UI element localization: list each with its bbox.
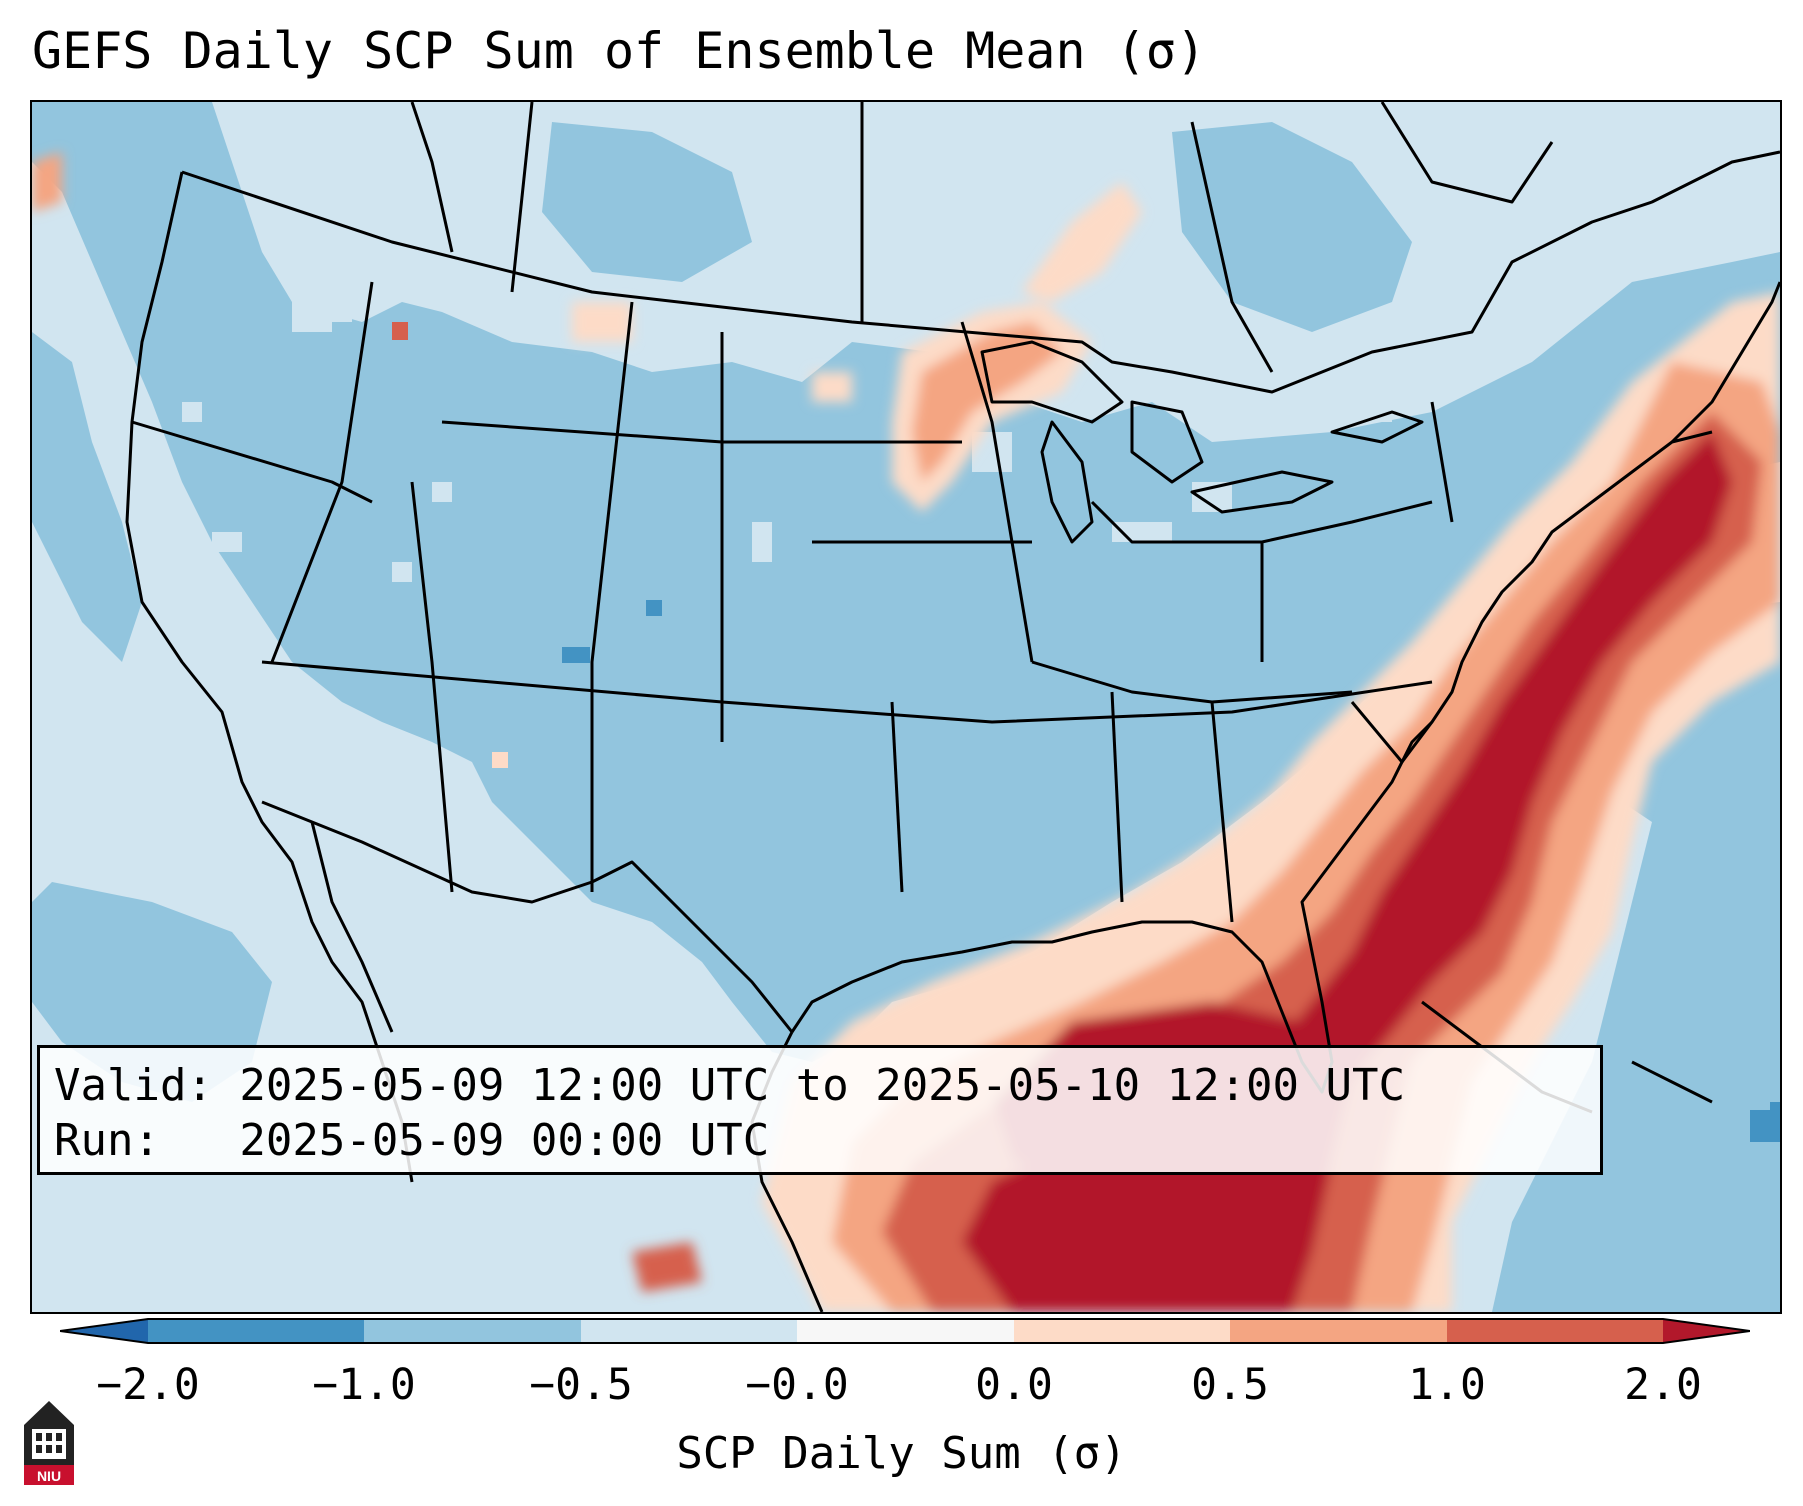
colorbar-tick: 1.0 — [1408, 1360, 1486, 1410]
colorbar-tick: 2.0 — [1624, 1360, 1702, 1410]
colorbar-bin-5 — [1014, 1319, 1230, 1343]
valid-time-text: Valid: 2025-05-09 12:00 UTC to 2025-05-1… — [54, 1060, 1406, 1111]
colorbar — [60, 1318, 1750, 1344]
colorbar-tick: 0.5 — [1191, 1360, 1269, 1410]
field-strong-negative-cells — [562, 600, 1780, 1142]
colorbar-bin-4 — [797, 1319, 1014, 1343]
map-title: GEFS Daily SCP Sum of Ensemble Mean (σ) — [32, 22, 1206, 80]
colorbar-extend-high — [1663, 1319, 1750, 1343]
colorbar-ticks: −2.0 −1.0 −0.5 −0.0 0.0 0.5 1.0 2.0 — [0, 1360, 1803, 1420]
colorbar-label: SCP Daily Sum (σ) — [676, 1428, 1127, 1479]
colorbar-bin-1 — [148, 1319, 364, 1343]
colorbar-tick: −2.0 — [96, 1360, 200, 1410]
colorbar-tick: 0.0 — [975, 1360, 1053, 1410]
colorbar-tick: −0.0 — [745, 1360, 849, 1410]
valid-run-box: Valid: 2025-05-09 12:00 UTC to 2025-05-1… — [37, 1045, 1603, 1175]
colorbar-extend-low — [60, 1319, 148, 1343]
colorbar-tick: −0.5 — [529, 1360, 633, 1410]
niu-logo: NIU — [24, 1401, 74, 1485]
colorbar-bin-3 — [581, 1319, 797, 1343]
colorbar-tick: −1.0 — [312, 1360, 416, 1410]
logo-text: NIU — [37, 1468, 61, 1484]
field-cell-az — [492, 752, 508, 768]
run-time-text: Run: 2025-05-09 00:00 UTC — [54, 1115, 770, 1166]
colorbar-bin-7 — [1447, 1319, 1663, 1343]
colorbar-bin-2 — [364, 1319, 581, 1343]
colorbar-bin-6 — [1230, 1319, 1447, 1343]
field-cell-idaho — [392, 322, 408, 340]
